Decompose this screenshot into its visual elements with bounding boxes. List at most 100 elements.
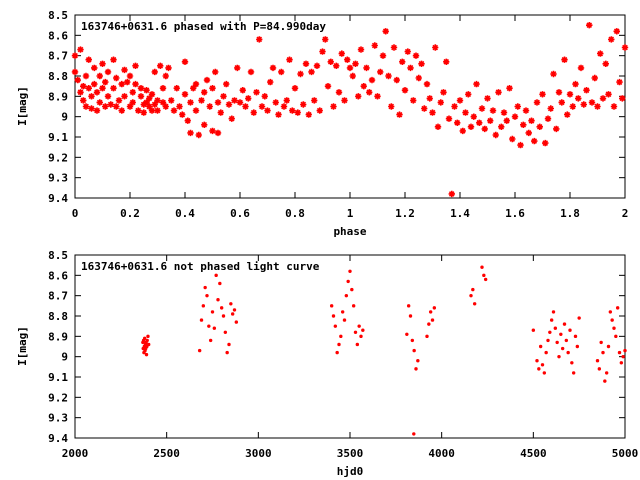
data-point xyxy=(154,107,161,114)
data-point xyxy=(377,68,384,76)
data-points xyxy=(71,22,629,198)
data-point xyxy=(329,304,334,308)
data-point xyxy=(483,277,488,282)
x-tick-label: 0.2 xyxy=(120,207,140,220)
data-point xyxy=(597,50,604,57)
data-point xyxy=(379,52,387,59)
x-tick-label: 4500 xyxy=(520,447,547,460)
data-point xyxy=(232,308,237,312)
data-point xyxy=(187,99,194,106)
data-point xyxy=(294,109,301,116)
data-point xyxy=(230,312,235,316)
data-point xyxy=(615,306,620,310)
data-point xyxy=(366,89,373,96)
data-point xyxy=(432,306,437,310)
data-point xyxy=(91,64,98,72)
data-point xyxy=(594,103,601,110)
data-point xyxy=(605,91,612,98)
data-point xyxy=(107,101,114,108)
data-point xyxy=(348,269,352,273)
data-point xyxy=(148,91,156,98)
y-tick-label: 8.7 xyxy=(48,290,68,303)
data-point xyxy=(132,80,139,88)
data-point xyxy=(190,85,197,92)
data-point xyxy=(487,117,494,124)
data-point xyxy=(227,342,231,347)
x-tick-label: 0.6 xyxy=(230,207,250,220)
y-axis-label: I[mag] xyxy=(16,86,29,126)
data-point xyxy=(201,304,206,308)
data-point xyxy=(210,310,215,314)
x-tick-label: 2000 xyxy=(62,447,89,460)
data-point xyxy=(77,46,84,53)
data-point xyxy=(110,85,117,92)
data-point xyxy=(151,68,158,76)
y-tick-label: 8.9 xyxy=(48,90,68,103)
data-point xyxy=(289,107,296,114)
data-point xyxy=(187,129,194,137)
data-point xyxy=(93,89,101,96)
data-point xyxy=(359,334,363,339)
data-point xyxy=(489,107,497,114)
data-point xyxy=(560,346,565,351)
data-point xyxy=(443,58,450,65)
data-point xyxy=(573,334,578,339)
data-point xyxy=(179,111,186,118)
data-point xyxy=(553,125,560,133)
data-point xyxy=(498,123,505,130)
y-tick-label: 9.4 xyxy=(48,192,68,205)
data-point xyxy=(575,344,580,349)
data-point xyxy=(520,121,527,128)
data-point xyxy=(430,318,435,322)
data-point xyxy=(132,62,139,69)
data-point xyxy=(203,285,207,290)
data-point xyxy=(118,107,125,114)
data-point xyxy=(575,95,582,102)
data-point xyxy=(548,330,552,334)
data-point xyxy=(421,105,428,112)
data-point xyxy=(371,42,378,49)
data-point xyxy=(154,97,161,104)
data-point xyxy=(595,359,600,363)
data-point xyxy=(346,64,354,72)
data-point xyxy=(610,103,618,110)
data-point xyxy=(361,328,365,332)
data-point xyxy=(478,105,486,112)
data-point xyxy=(344,56,351,63)
data-point xyxy=(236,99,244,106)
data-point xyxy=(192,107,200,114)
data-point xyxy=(341,97,348,104)
data-point xyxy=(176,103,183,110)
data-point xyxy=(555,340,559,345)
data-point xyxy=(291,85,299,92)
data-point xyxy=(333,62,340,69)
data-point xyxy=(580,101,587,108)
data-point xyxy=(135,107,142,114)
data-point xyxy=(145,338,149,343)
data-point xyxy=(247,68,255,76)
data-point xyxy=(503,117,510,124)
data-point xyxy=(404,48,411,55)
data-point xyxy=(396,111,403,118)
data-point xyxy=(561,56,568,63)
x-tick-label: 3000 xyxy=(245,447,272,460)
data-point xyxy=(335,350,339,355)
data-point xyxy=(591,74,598,82)
data-point xyxy=(355,93,362,100)
data-point xyxy=(568,328,572,332)
data-point xyxy=(597,367,602,371)
data-point xyxy=(599,95,607,102)
data-point xyxy=(564,111,571,118)
data-point xyxy=(207,324,211,328)
data-point xyxy=(118,80,125,88)
data-point xyxy=(535,359,539,363)
data-point xyxy=(245,95,252,102)
data-point xyxy=(297,70,304,78)
data-point xyxy=(225,350,229,355)
x-tick-label: 1.4 xyxy=(450,207,470,220)
data-point xyxy=(610,318,614,322)
data-point xyxy=(214,129,222,137)
y-tick-label: 9 xyxy=(61,111,68,124)
data-point xyxy=(209,127,216,135)
